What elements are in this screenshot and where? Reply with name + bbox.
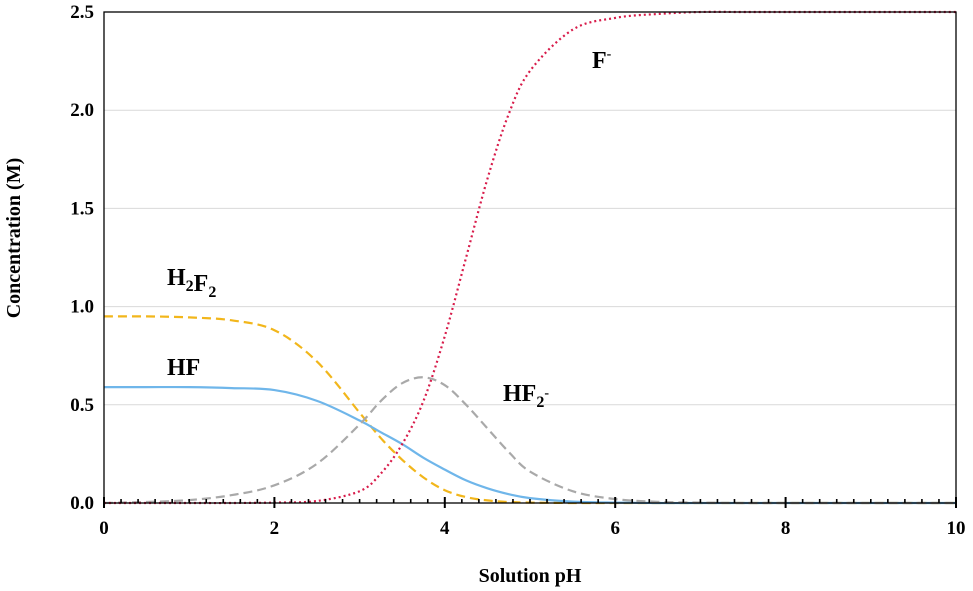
x-tick-label: 4 [440,518,450,539]
y-tick-label: 0.0 [70,493,94,514]
y-tick-label: 0.5 [70,395,94,416]
series-label: HF2- [503,381,549,411]
x-tick-label: 0 [99,518,109,539]
plot-frame [103,11,957,504]
x-tick-label: 8 [781,518,791,539]
axes [103,11,957,508]
series-line-f [104,10,956,505]
y-tick-label: 2.0 [70,100,94,121]
series-labels: H2F2 HF HF2- F- [167,47,612,411]
y-tick-label: 1.0 [70,297,94,318]
gridlines [104,11,956,406]
tick-labels: 0.0 0.5 1.0 1.5 2.0 2.5 0 2 4 6 8 10 [70,2,965,539]
x-tick-label: 2 [270,518,280,539]
x-tick-label: 10 [947,518,966,539]
series-label: HF [167,355,200,381]
y-tick-label: 1.5 [70,198,94,219]
y-axis-title: Concentration (M) [3,158,25,319]
y-tick-label: 2.5 [70,2,94,23]
series-layer [103,10,956,505]
x-tick-label: 6 [610,518,620,539]
x-axis-title: Solution pH [479,565,582,587]
series-label: H2F2 [167,265,216,301]
series-label: F- [592,47,612,74]
series-line-hf2 [103,376,956,505]
series-line-h2f2 [103,315,956,505]
